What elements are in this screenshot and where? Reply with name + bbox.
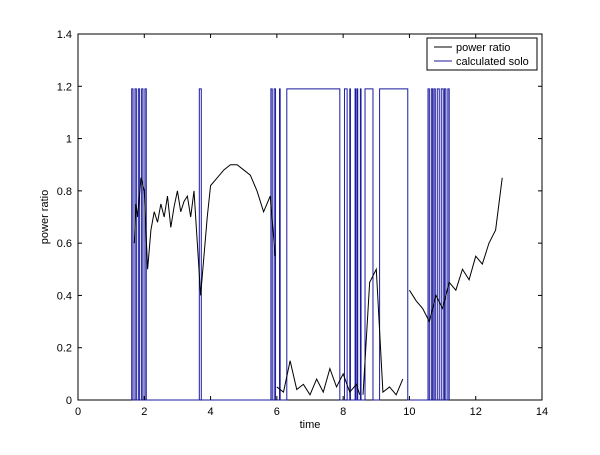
y-tick-label: 1 <box>66 134 72 146</box>
legend-box <box>426 37 538 71</box>
x-tick-label: 10 <box>403 406 415 418</box>
y-tick-label: 0.4 <box>57 290 72 302</box>
x-tick-label: 2 <box>141 406 147 418</box>
legend-label-calculated-solo: calculated solo <box>456 56 529 68</box>
series-line-power-ratio <box>362 267 404 396</box>
x-tick-label: 14 <box>536 406 548 418</box>
y-tick-label: 0 <box>66 395 72 407</box>
series-line-power-ratio <box>409 177 503 323</box>
x-tick-label: 4 <box>208 406 214 418</box>
x-axis-label: time <box>300 419 321 431</box>
legend: power ratio calculated solo <box>426 37 538 71</box>
y-tick-label: 1.4 <box>57 29 72 41</box>
series-line-power-ratio <box>133 164 276 296</box>
x-tick-label: 0 <box>75 406 81 418</box>
y-axis-label: power ratio <box>39 190 51 244</box>
y-tick-label: 0.8 <box>57 186 72 198</box>
x-tick-label: 12 <box>470 406 482 418</box>
axes-layer: 0 2 4 6 8 10 12 14 0 0.2 0.4 0.6 0.8 1 1.2 1.4 <box>57 29 548 418</box>
series-line-power-ratio <box>276 360 361 396</box>
legend-label-power-ratio: power ratio <box>456 42 510 54</box>
plot-area <box>77 33 543 401</box>
y-tick-label: 0.6 <box>57 238 72 250</box>
y-tick-label: 0.2 <box>57 343 72 355</box>
x-tick-label: 8 <box>340 406 346 418</box>
y-tick-label: 1.2 <box>57 81 72 93</box>
x-tick-label: 6 <box>274 406 280 418</box>
